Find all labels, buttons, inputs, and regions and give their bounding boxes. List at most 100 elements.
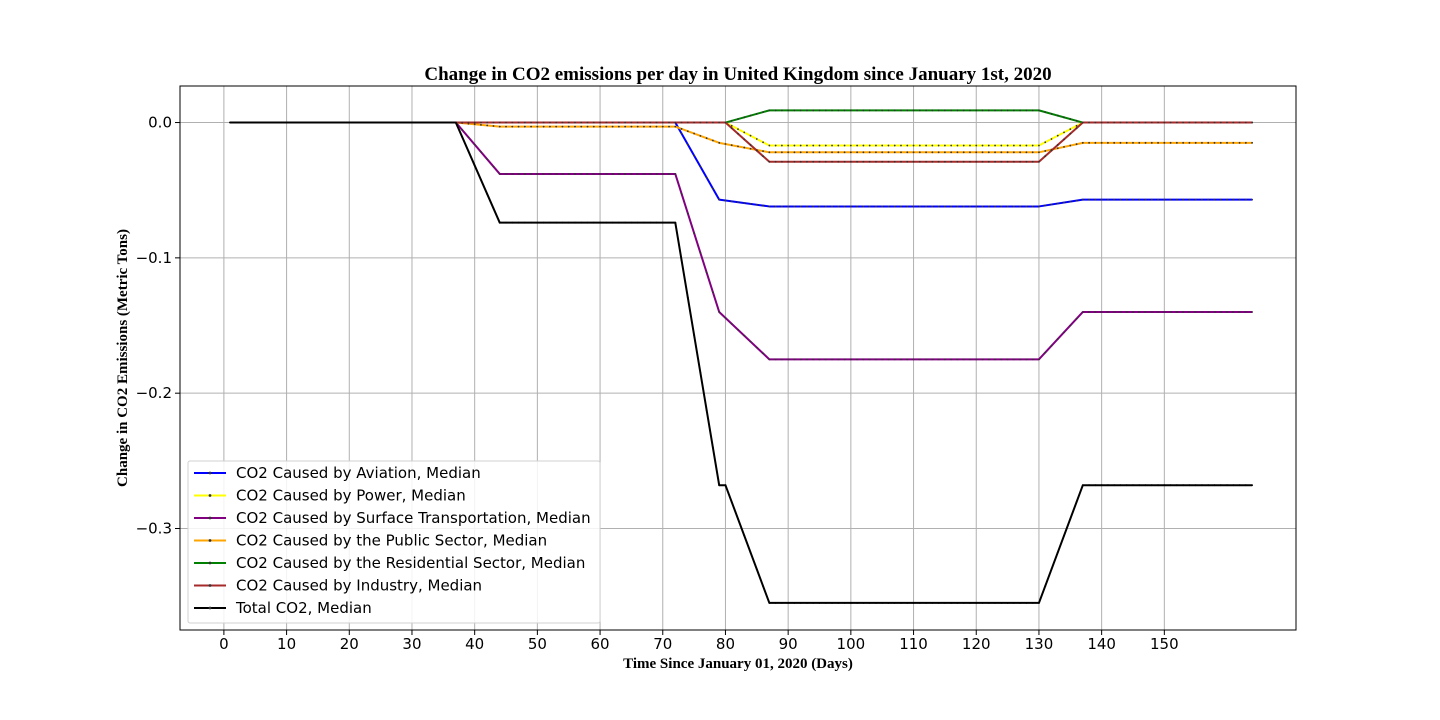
data-point [1012,602,1015,604]
x-tick-label: 90 [779,635,798,653]
data-point [969,602,971,604]
data-point [298,121,301,124]
data-point [680,132,683,135]
data-point [599,125,601,128]
data-point [755,138,758,140]
data-point [1219,311,1222,313]
data-point [774,151,777,154]
data-point [1207,121,1210,124]
data-point [806,205,808,208]
data-point [1213,484,1216,487]
data-point [1069,324,1072,327]
data-point [1069,118,1072,120]
data-point [818,160,821,163]
data-point [1226,484,1228,487]
data-point [1175,198,1178,201]
data-point [461,135,464,138]
data-point [987,205,990,208]
data-point [837,109,840,112]
x-tick-label: 30 [402,635,421,653]
data-point [624,125,627,128]
series-line [230,121,1253,163]
data-point [943,602,946,604]
data-point [1119,198,1122,201]
data-point [636,173,639,175]
data-point [1119,484,1122,487]
data-point [862,358,865,361]
data-point [705,409,708,412]
data-point [1006,144,1009,147]
data-point [906,109,909,112]
data-point [561,173,564,175]
data-point [686,130,689,133]
data-point [925,160,927,163]
data-point [1169,198,1172,201]
data-point [561,121,564,124]
data-point [492,207,495,210]
data-point [1063,131,1065,134]
data-point [793,358,796,361]
data-point [956,358,959,361]
data-point [592,221,595,224]
data-point [1113,311,1116,313]
data-point [668,173,670,175]
data-point [1201,121,1203,124]
data-point [1113,198,1116,201]
data-point [1044,150,1047,152]
data-point [724,484,727,487]
data-point [1081,484,1084,487]
data-point [1169,311,1172,313]
data-point [925,602,927,604]
series-0 [229,121,1254,208]
data-point [887,205,890,208]
data-point [1138,198,1141,201]
data-point [705,137,708,140]
data-point [900,602,902,604]
data-point [950,144,953,147]
data-point [975,109,978,112]
data-point [799,109,802,112]
legend-marker [208,561,212,565]
data-point [668,121,670,124]
data-point [780,205,783,208]
data-point [1207,198,1210,201]
data-point [1251,311,1254,313]
legend-item: CO2 Caused by Surface Transportation, Me… [194,509,591,527]
data-point [994,358,996,361]
data-point [542,221,545,224]
data-point [586,221,589,224]
data-point [580,173,583,175]
data-point [1107,141,1109,144]
data-point [937,151,940,154]
data-point [693,334,696,337]
data-point [1094,311,1097,313]
data-point [1019,109,1022,112]
data-point [693,154,696,157]
data-point [574,221,576,224]
data-point [1038,109,1040,112]
data-point [605,221,608,224]
data-point [868,160,871,163]
data-point [987,602,990,604]
data-point [806,602,808,604]
data-point [1031,602,1034,604]
data-point [505,221,507,224]
data-point [1012,144,1015,147]
series-line [230,121,1253,208]
data-point [875,160,877,163]
data-point [843,602,846,604]
data-point [636,125,639,128]
data-point [517,125,520,128]
data-point [624,173,627,175]
data-point [824,151,827,154]
data-point [875,602,877,604]
data-point [530,125,533,128]
data-point [517,173,520,175]
data-point [1100,311,1103,313]
data-point [1219,121,1222,124]
data-point [1125,141,1128,144]
data-point [1226,198,1228,201]
data-point [411,121,413,124]
data-point [806,109,808,112]
data-point [956,160,959,163]
